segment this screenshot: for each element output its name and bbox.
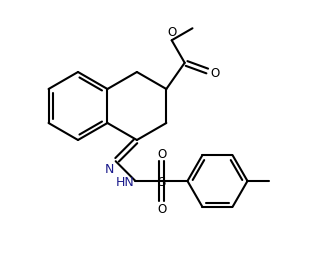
Text: N: N	[104, 163, 114, 176]
Text: O: O	[158, 202, 167, 215]
Text: S: S	[157, 175, 166, 188]
Text: O: O	[158, 147, 167, 160]
Text: O: O	[167, 26, 176, 39]
Text: HN: HN	[116, 175, 134, 188]
Text: O: O	[210, 67, 219, 80]
